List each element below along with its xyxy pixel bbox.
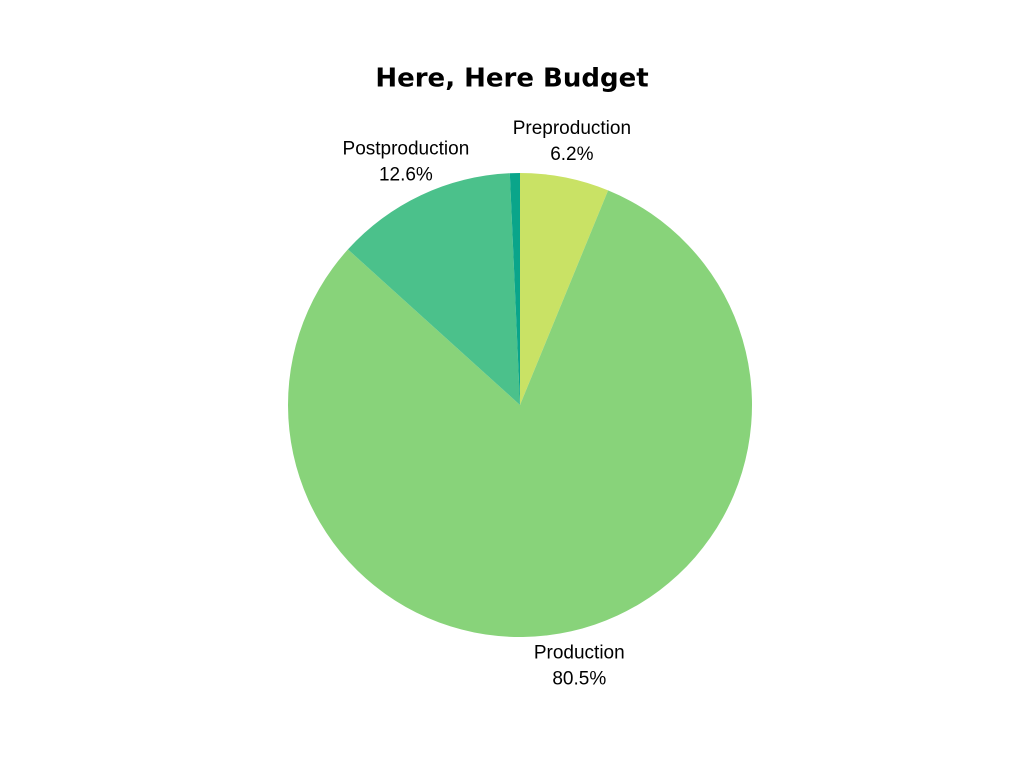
pie-slice bbox=[509, 173, 520, 405]
pie-slice bbox=[288, 190, 752, 637]
slice-label: Postproduction bbox=[343, 139, 470, 160]
slice-label: Preproduction bbox=[513, 118, 631, 139]
slice-value-label: 12.6% bbox=[379, 165, 433, 186]
pie-slice bbox=[347, 173, 520, 405]
chart-title: Here, Here Budget bbox=[375, 64, 648, 94]
slice-label: Production bbox=[534, 642, 625, 663]
slice-value-label: 6.2% bbox=[550, 144, 593, 165]
pie-slice bbox=[520, 173, 609, 405]
slice-value-label: 80.5% bbox=[552, 668, 606, 689]
